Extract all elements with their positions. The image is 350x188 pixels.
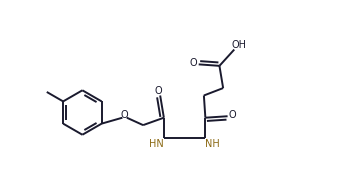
Text: O: O [190,58,197,68]
Text: HN: HN [149,139,164,149]
Text: OH: OH [231,40,246,50]
Text: O: O [155,86,162,96]
Text: NH: NH [205,139,220,149]
Text: O: O [229,110,237,120]
Text: O: O [121,111,128,121]
